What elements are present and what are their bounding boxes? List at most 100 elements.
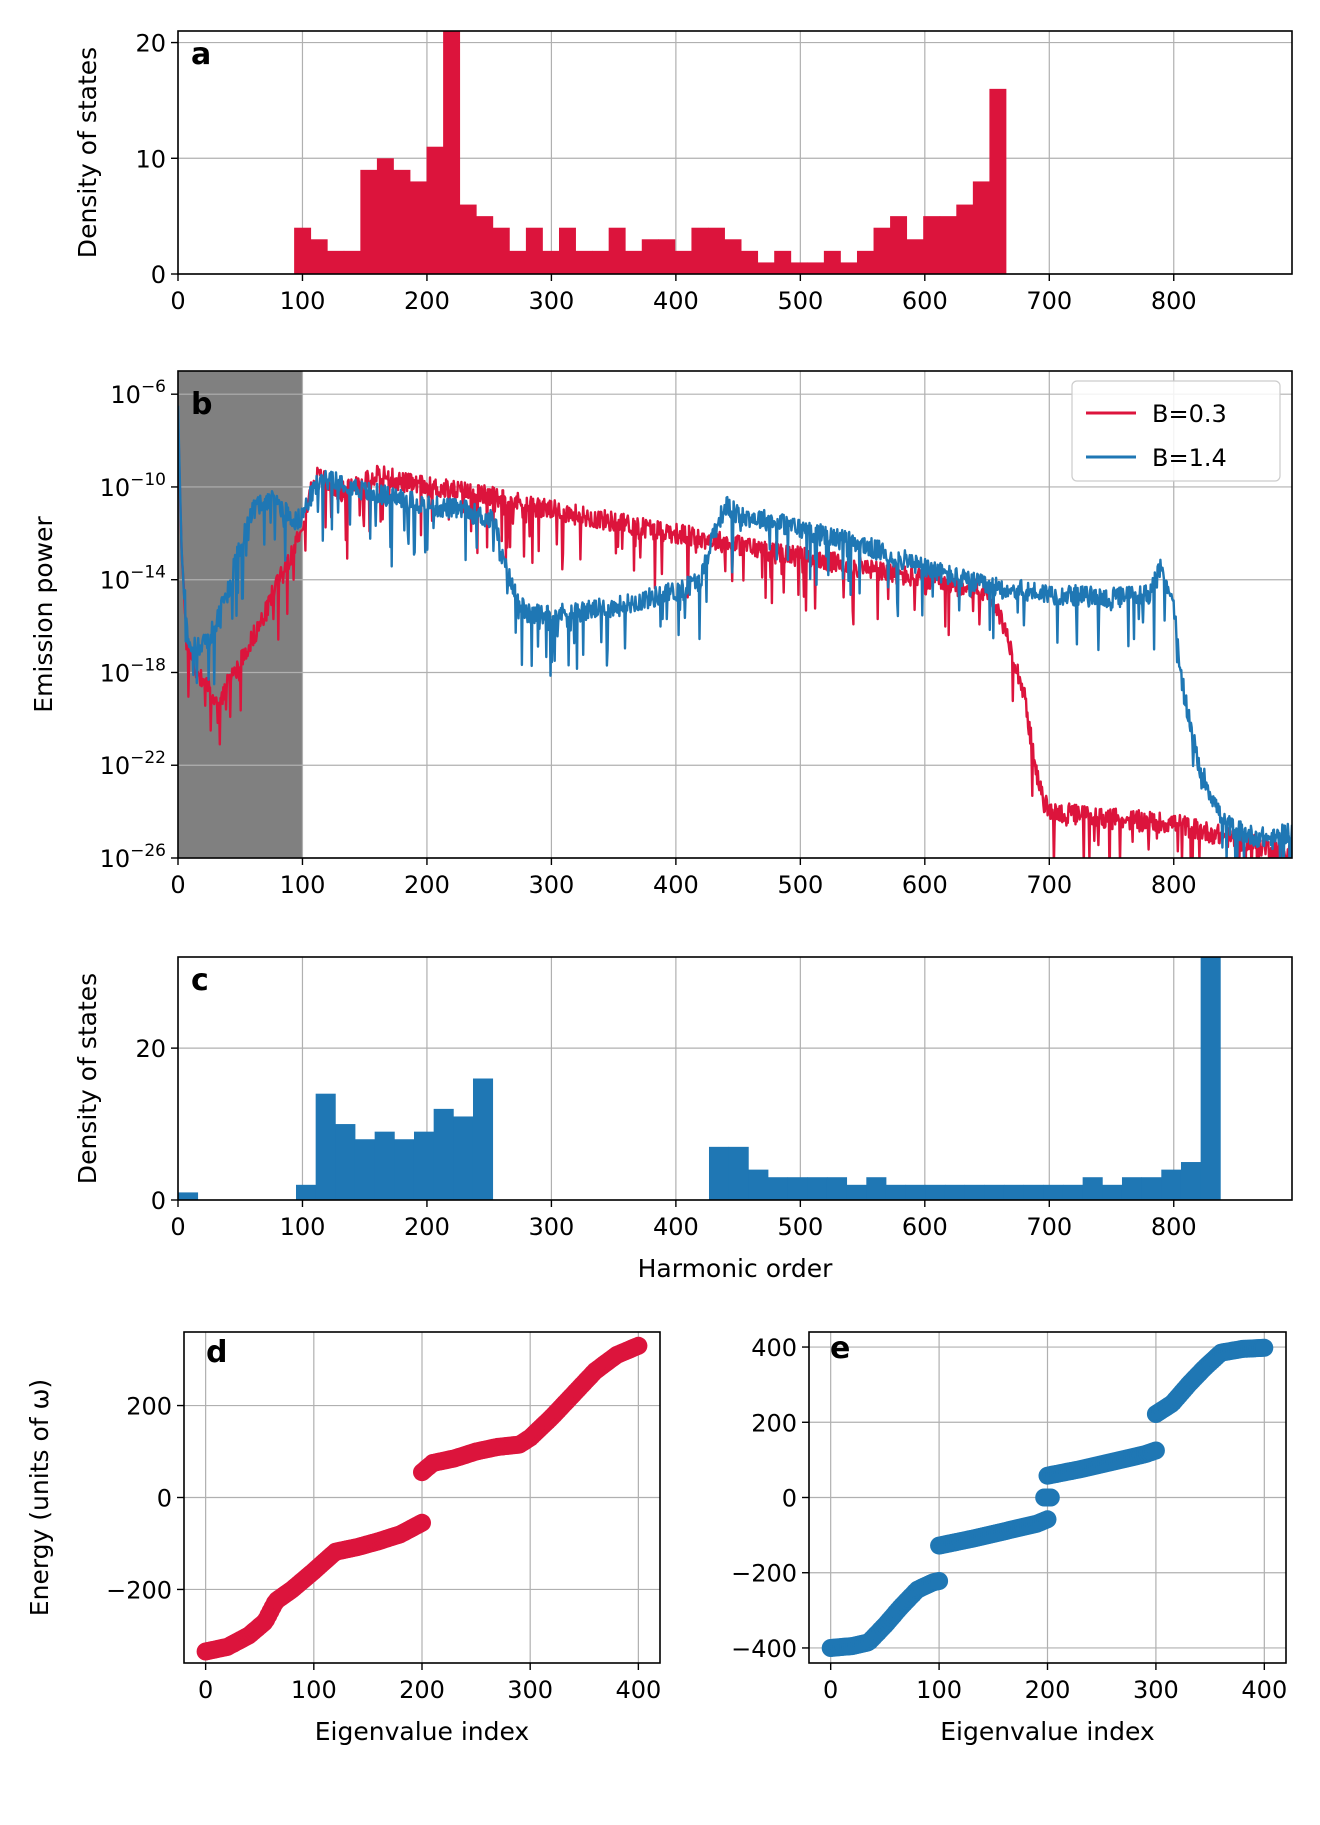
- y-tick-label: 400: [751, 1334, 797, 1362]
- legend-label: B=1.4: [1152, 444, 1227, 472]
- y-tick-label: 10−14: [100, 563, 166, 595]
- histogram-bar: [787, 1177, 808, 1200]
- x-tick-label: 600: [902, 1213, 948, 1241]
- x-tick-label: 800: [1151, 287, 1197, 315]
- histogram-bar: [443, 31, 461, 274]
- y-tick-exponent: −26: [130, 841, 166, 861]
- histogram-bar: [294, 227, 312, 274]
- scatter-point: [1146, 1441, 1165, 1460]
- histogram-bar: [360, 169, 378, 274]
- histogram-bar: [393, 169, 411, 274]
- x-tick-label: 0: [170, 1213, 185, 1241]
- y-tick-label: 200: [126, 1393, 172, 1421]
- y-tick-exponent: −22: [130, 748, 166, 768]
- histogram-bar: [327, 250, 345, 274]
- histogram-bar: [873, 227, 891, 274]
- panel-a-letter: a: [191, 37, 211, 72]
- x-tick-label: 600: [902, 287, 948, 315]
- x-tick-label: 400: [653, 1213, 699, 1241]
- x-tick-label: 300: [507, 1676, 553, 1704]
- histogram-bar: [807, 1177, 828, 1200]
- x-tick-label: 100: [280, 871, 326, 899]
- x-tick-label: 200: [399, 1676, 445, 1704]
- histogram-bar: [674, 250, 692, 274]
- histogram-bar: [708, 1146, 730, 1200]
- histogram-bar: [1062, 1184, 1084, 1200]
- scatter-point: [413, 1513, 431, 1532]
- histogram-bar: [575, 250, 593, 274]
- y-tick-label: 0: [782, 1485, 797, 1513]
- histogram-bar: [741, 250, 759, 274]
- histogram-bar: [964, 1184, 985, 1200]
- y-tick-base: 10: [110, 381, 141, 409]
- panel-c: 0 100 200 300 400 500 600 700 800 0 20 Density of s…: [73, 956, 1293, 1283]
- x-tick-label: 500: [777, 871, 823, 899]
- panel-b-letter: b: [191, 387, 212, 422]
- bars: [294, 31, 1007, 274]
- x-tick-label: 100: [280, 1213, 326, 1241]
- x-tick-label: 800: [1151, 1213, 1197, 1241]
- histogram-bar: [972, 181, 990, 274]
- histogram-bar: [906, 239, 924, 274]
- histogram-bar: [1141, 1177, 1162, 1200]
- x-tick-label: 0: [170, 871, 185, 899]
- histogram-bar: [310, 239, 328, 274]
- x-axis-label: Eigenvalue index: [315, 1717, 529, 1746]
- series-line-b14: [178, 405, 1292, 858]
- histogram-bar: [542, 250, 560, 274]
- panel-d: 0 100 200 300 400 −200 0 200 Energy (units of ω)…: [25, 1331, 661, 1746]
- histogram-bar: [525, 227, 543, 274]
- x-tick-label: 700: [1026, 871, 1072, 899]
- histogram-bar: [1043, 1184, 1064, 1200]
- x-tick-label: 200: [404, 871, 450, 899]
- histogram-bar: [1003, 1184, 1025, 1200]
- y-tick-label: 10: [135, 145, 166, 173]
- histogram-bar: [608, 227, 626, 274]
- y-tick-label: 20: [135, 1035, 166, 1063]
- plot-area: 0 100 200 300 400 500 600 700 80010−2610−2210−18…: [29, 370, 1293, 899]
- histogram-bar: [343, 250, 361, 274]
- y-tick-label: 20: [135, 30, 166, 58]
- panel-e: 0 100 200 300 400 −400 −200 0 200 400 Eigenvalue i…: [731, 1331, 1287, 1746]
- histogram-bar: [1200, 957, 1221, 1200]
- x-tick-label: 400: [1241, 1676, 1287, 1704]
- histogram-bar: [476, 216, 494, 274]
- x-tick-label: 600: [902, 871, 948, 899]
- bars: [178, 957, 1221, 1200]
- x-tick-label: 200: [1025, 1676, 1071, 1704]
- histogram-bar: [905, 1184, 926, 1200]
- scatter-point: [1038, 1510, 1057, 1529]
- panel-e-letter: e: [830, 1331, 850, 1366]
- y-axis-label: Density of states: [73, 47, 102, 258]
- histogram-bar: [394, 1139, 415, 1200]
- y-axis-label: Energy (units of ω): [25, 1379, 54, 1616]
- histogram-bar: [707, 227, 725, 274]
- y-tick-label: 0: [157, 1485, 172, 1513]
- histogram-bar: [757, 262, 775, 274]
- histogram-bar: [885, 1184, 907, 1200]
- histogram-bar: [790, 262, 808, 274]
- plot-area: 0 100 200 300 400 −400 −200 0 200 400 Eigenvalue i…: [731, 1331, 1287, 1746]
- y-tick-label: 10−22: [100, 748, 166, 780]
- y-tick-exponent: −14: [130, 563, 166, 583]
- histogram-bar: [178, 1192, 199, 1200]
- scatter-points: [196, 1336, 648, 1661]
- histogram-bar: [509, 250, 527, 274]
- y-tick-label: 200: [751, 1409, 797, 1437]
- histogram-bar: [989, 88, 1007, 274]
- y-tick-base: 10: [100, 752, 131, 780]
- axes-frame: [808, 1331, 1287, 1664]
- y-tick-label: 10−6: [110, 377, 166, 409]
- histogram-bar: [890, 216, 908, 274]
- histogram-bar: [1102, 1184, 1123, 1200]
- histogram-bar: [433, 1108, 454, 1200]
- x-tick-label: 100: [280, 287, 326, 315]
- plot-area: 0 100 200 300 400 500 600 700 800 0 10 20 Density of…: [73, 30, 1293, 315]
- x-tick-label: 100: [291, 1676, 337, 1704]
- plot-area: 0 100 200 300 400 −200 0 200 Energy (units of ω)…: [25, 1331, 661, 1746]
- axes-frame: [183, 1331, 661, 1664]
- series-lines: [178, 405, 1292, 858]
- x-tick-label: 0: [198, 1676, 213, 1704]
- histogram-bar: [472, 1078, 494, 1200]
- histogram-bar: [923, 216, 941, 274]
